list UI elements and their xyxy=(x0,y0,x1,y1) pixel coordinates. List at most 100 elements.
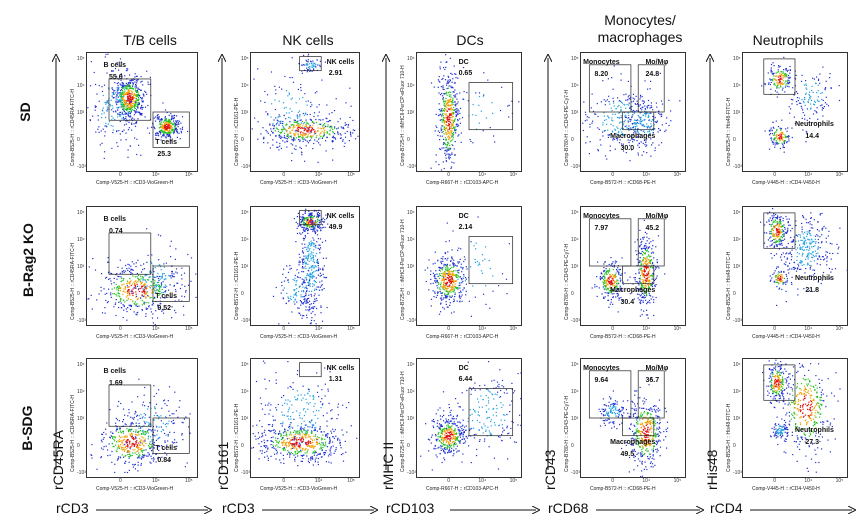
gate-percentage: 21.8 xyxy=(805,287,820,295)
y-tick-label: 10⁴ xyxy=(241,389,249,395)
gate-rect-0 xyxy=(588,218,632,267)
x-tick-label: 10⁵ xyxy=(509,172,518,178)
flow-plot-dc-row0: DC 0.65 xyxy=(416,52,522,172)
y-tick-label: 0 xyxy=(733,443,736,449)
gate-name: B cells xyxy=(103,62,127,70)
y-tick-label: 10³ xyxy=(241,110,249,116)
y-tick-label: 0 xyxy=(241,443,244,449)
y-parameter-label: Comp-B780-H :: rCD43-PE-Cy7-H xyxy=(564,243,570,320)
y-tick-label: -10³ xyxy=(571,164,580,170)
y-tick-label: 0 xyxy=(407,443,410,449)
gate-rect-1 xyxy=(152,265,190,302)
y-parameter-label: Comp-B525-H :: rCD45RA-FITC-H xyxy=(70,395,76,472)
y-tick-label: 10⁵ xyxy=(77,362,85,368)
x-parameter-label: Comp-V525-H :: rCD3-VioGreen-H xyxy=(260,486,338,492)
gate-rect-0 xyxy=(108,384,152,427)
dot-cloud xyxy=(760,208,847,306)
gate-name: DC xyxy=(458,58,469,66)
column-title-dc: DCs xyxy=(456,32,484,48)
y-tick-label: 10⁴ xyxy=(733,237,741,243)
y-tick-label: 10⁵ xyxy=(241,362,249,368)
y-axis-label-col1: rCD161 xyxy=(215,441,231,490)
x-tick-label: 10⁵ xyxy=(509,478,518,484)
x-parameter-label: Comp-V525-H :: rCD3-VioGreen-H xyxy=(96,334,174,340)
x-tick-label: 10⁵ xyxy=(185,326,193,332)
x-tick-label: 10⁵ xyxy=(673,172,682,178)
y-parameter-label: Comp-B525-H :: rCD45RA-FITC-H xyxy=(70,243,76,320)
x-tick-label: 10⁴ xyxy=(314,478,323,484)
y-tick-label: 10⁴ xyxy=(733,389,741,395)
x-tick-label: 10⁵ xyxy=(185,172,193,178)
x-tick-label: 0 xyxy=(611,172,614,178)
flow-plot-nk-row1: NK cells 49.9 xyxy=(250,206,360,326)
y-tick-label: 10⁴ xyxy=(407,389,415,395)
x-parameter-label: Comp-B572-H :: rCD68-PE-H xyxy=(590,180,656,186)
gate-percentage: 30.0 xyxy=(620,145,635,153)
gate-rect-0 xyxy=(299,362,322,378)
y-tick-label: 10⁵ xyxy=(571,210,579,216)
y-axis-label-col2: rMHC II xyxy=(380,441,396,490)
gate-percentage: 1.31 xyxy=(328,375,343,383)
flow-plot-dc-row1: DC 2.14 xyxy=(416,206,522,326)
y-tick-label: -10³ xyxy=(733,470,742,476)
gate-name: Mo/Mφ xyxy=(645,212,669,220)
x-tick-label: 10⁵ xyxy=(509,326,518,332)
y-parameter-label: Comp-B525-H :: His48-FITC-H xyxy=(726,251,732,320)
y-tick-label: 10⁵ xyxy=(77,56,85,62)
x-tick-label: 0 xyxy=(611,326,614,332)
x-tick-label: 10⁴ xyxy=(152,172,160,178)
y-tick-label: 10⁴ xyxy=(241,237,249,243)
y-tick-label: -10³ xyxy=(407,470,416,476)
x-tick-label: 0 xyxy=(447,172,450,178)
x-parameter-label: Comp-V445-H :: rCD4-V450-H xyxy=(752,486,820,492)
dot-cloud xyxy=(430,54,520,171)
gate-name: Mo/Mφ xyxy=(645,364,669,372)
dot-cloud xyxy=(272,208,329,325)
y-tick-label: -10³ xyxy=(241,470,250,476)
y-tick-label: 10³ xyxy=(77,416,85,422)
y-parameter-label: Comp-B572-H :: rCD161-PE-H xyxy=(234,97,240,166)
y-tick-label: 10³ xyxy=(407,264,415,270)
flow-plot-mono-row2: Monocytes 9.64 Mo/Mφ 36.7 Macrophages 49.5 xyxy=(580,358,686,478)
gate-name: DC xyxy=(458,212,469,220)
gate-rect-0 xyxy=(763,212,796,249)
dot-cloud xyxy=(87,228,197,325)
y-tick-label: -10³ xyxy=(241,318,250,324)
y-tick-label: 10⁴ xyxy=(77,389,85,395)
x-tick-label: 10⁵ xyxy=(673,326,682,332)
dot-cloud xyxy=(424,216,514,317)
flow-plot-tb-row0: B cells 55.6 T cells 25.3 xyxy=(86,52,198,172)
x-parameter-label: Comp-V525-H :: rCD3-VioGreen-H xyxy=(96,486,174,492)
x-parameter-label: Comp-V445-H :: rCD4-V450-H xyxy=(752,334,820,340)
x-tick-label: 10⁴ xyxy=(478,172,487,178)
gate-percentage: 36.7 xyxy=(645,376,660,384)
gate-name: T cells xyxy=(155,293,177,301)
gate-name: Monocytes xyxy=(583,212,620,220)
y-tick-label: -10³ xyxy=(407,164,416,170)
y-tick-label: 0 xyxy=(571,137,574,143)
y-tick-label: 0 xyxy=(733,137,736,143)
flow-plot-neu-row1: Neutrophils 21.8 xyxy=(742,206,848,326)
x-tick-label: 0 xyxy=(282,326,286,332)
x-parameter-label: Comp-R667-H :: rCD103-APC-H xyxy=(426,486,499,492)
x-tick-label: 10⁴ xyxy=(314,326,323,332)
x-tick-label: 0 xyxy=(119,478,122,484)
x-tick-label: 10⁵ xyxy=(835,326,844,332)
y-tick-label: 10⁵ xyxy=(77,210,85,216)
x-tick-label: 10⁴ xyxy=(642,478,651,484)
gate-rect-2 xyxy=(622,111,655,131)
gate-name: NK cells xyxy=(326,212,355,220)
x-tick-label: 0 xyxy=(282,172,286,178)
y-tick-label: 10⁵ xyxy=(571,362,579,368)
y-parameter-label: Comp-B725-H :: rMHCII-PerCP-eFluor 710-H xyxy=(400,65,406,166)
gate-percentage: 45.2 xyxy=(645,224,660,232)
y-tick-label: -10³ xyxy=(571,470,580,476)
y-tick-label: 10³ xyxy=(733,110,741,116)
y-tick-label: 10³ xyxy=(571,264,579,270)
gate-percentage: 24.8 xyxy=(645,70,660,78)
x-tick-label: 10⁵ xyxy=(347,172,355,178)
gate-rect-0 xyxy=(108,78,152,121)
gate-rect-0 xyxy=(468,388,514,437)
gate-rect-0 xyxy=(468,236,514,285)
gate-percentage: 25.3 xyxy=(157,150,172,158)
